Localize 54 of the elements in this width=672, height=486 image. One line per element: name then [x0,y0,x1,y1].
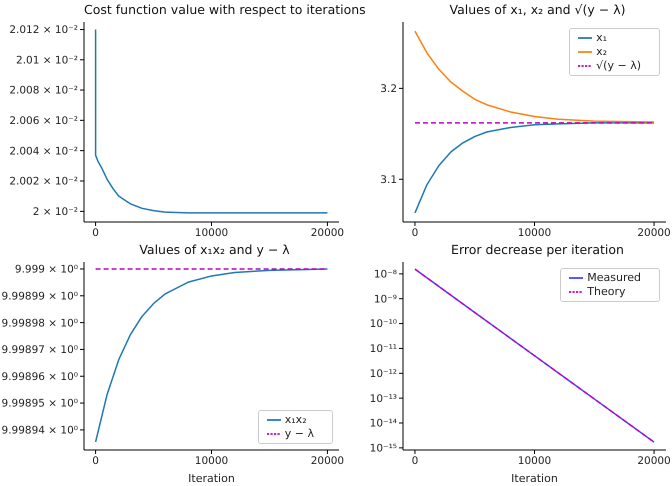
x-tick-label: 20000 [310,226,344,239]
legend-label: Measured [587,271,641,284]
legend-label: y − λ [284,427,314,440]
x-axis-title: Iteration [511,472,558,485]
x-tick-label: 10000 [518,454,552,467]
y-tick-label: 2.004 × 10⁻² [9,145,78,158]
y-tick-label: 10⁻⁹ [374,293,397,306]
x-tick-label: 20000 [310,454,344,467]
y-tick-label: 2 × 10⁻² [32,206,78,218]
line-series [414,30,655,123]
x-tick-label: 0 [92,454,99,467]
y-tick-label: 2.002 × 10⁻² [9,176,78,188]
y-tick-label: 2.006 × 10⁻² [9,114,78,127]
y-tick-label: 9.99895 × 10⁰ [2,398,78,410]
y-tick-label: 3.2 [380,83,397,96]
line-series [414,268,655,443]
x-tick-label: 20000 [637,454,671,467]
legend-label: x₁x₂ [284,413,307,426]
chart-title: Error decrease per iteration [450,242,625,259]
legend-label: Theory [587,285,626,298]
legend-label: x₁ [596,31,608,44]
y-tick-label: 10⁻⁸ [374,268,397,281]
legend-label: x₂ [596,45,608,58]
x-tick-label: 10000 [518,226,552,239]
line-series [94,268,328,443]
y-tick-label: 9.999 × 10⁰ [14,264,78,276]
y-tick-label: 10⁻¹¹ [370,343,397,356]
y-tick-label: 10⁻¹² [370,368,397,380]
y-tick-label: 2.012 × 10⁻² [9,24,78,36]
y-tick-label: 10⁻¹³ [370,392,397,405]
y-tick-label: 9.99898 × 10⁰ [2,317,78,330]
chart-title: Values of x₁x₂ and y − λ [138,242,291,259]
y-tick-label: 10⁻¹⁰ [370,318,397,330]
x-tick-label: 20000 [637,226,671,239]
chart-title: Cost function value with respect to iterations [83,2,366,19]
y-tick-label: 10⁻¹⁵ [370,442,397,455]
y-tick-label: 3.1 [380,174,397,186]
line-series [94,28,328,214]
y-tick-label: 9.99896 × 10⁰ [2,370,78,383]
y-tick-label: 9.99897 × 10⁰ [2,344,78,356]
y-tick-label: 9.99894 × 10⁰ [2,424,78,437]
x-axis-title: Iteration [188,472,235,485]
x-tick-label: 0 [412,454,418,467]
legend-label: √(y − λ) [596,59,641,72]
chart-title: Values of x₁, x₂ and √(y − λ) [450,2,626,17]
x-tick-label: 10000 [194,454,228,467]
line-series [414,122,655,214]
y-tick-label: 2.008 × 10⁻² [9,84,78,97]
y-tick-label: 2.01 × 10⁻² [16,54,78,66]
y-tick-label: 9.99899 × 10⁰ [2,290,78,302]
x-tick-label: 0 [412,226,418,239]
x-tick-label: 0 [92,226,99,239]
x-tick-label: 10000 [194,226,228,239]
y-tick-label: 10⁻¹⁴ [370,418,397,430]
